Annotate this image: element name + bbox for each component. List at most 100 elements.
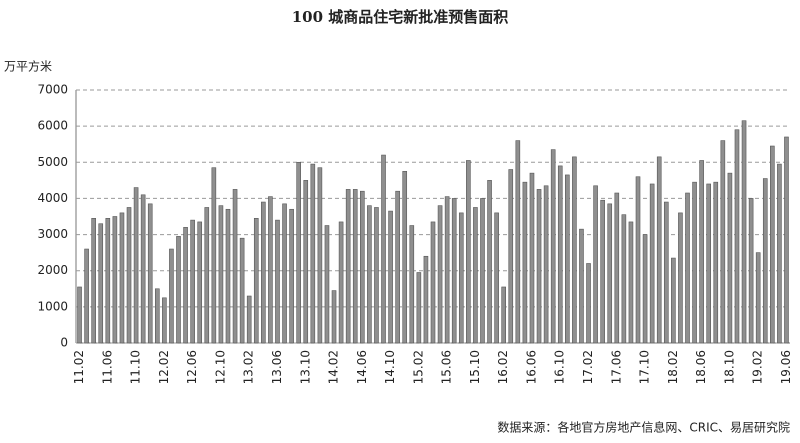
bar	[642, 234, 648, 344]
x-tick-label: 14.06	[355, 350, 369, 384]
bar	[755, 252, 761, 344]
bar	[741, 120, 747, 344]
bar	[628, 221, 634, 344]
x-tick-label: 12.02	[157, 350, 171, 384]
bar	[762, 178, 768, 344]
bar	[466, 160, 471, 344]
bar	[748, 198, 754, 344]
bar	[614, 192, 620, 344]
bar	[84, 248, 89, 344]
x-tick-label: 15.10	[468, 350, 482, 384]
bar	[727, 172, 733, 344]
bar	[197, 221, 203, 344]
chart-title: 100 城商品住宅新批准预售面积	[292, 8, 509, 26]
bar	[473, 207, 478, 344]
bar	[317, 167, 323, 344]
x-tick-label: 12.10	[213, 350, 227, 384]
bar	[536, 189, 542, 344]
x-tick-label: 11.10	[129, 350, 143, 384]
bar	[458, 212, 464, 344]
x-tick-label: 13.06	[270, 350, 284, 384]
x-tick-label: 13.02	[242, 350, 256, 384]
bar	[324, 225, 330, 344]
bar	[607, 203, 613, 344]
bar	[345, 189, 351, 344]
bar	[550, 149, 556, 344]
bar	[494, 212, 499, 344]
bar	[557, 165, 563, 344]
y-tick-label: 0	[60, 336, 68, 350]
bar	[430, 221, 436, 344]
bar	[713, 181, 719, 344]
bar	[720, 140, 726, 344]
y-tick-label: 7000	[37, 83, 68, 97]
x-tick-label: 18.10	[722, 350, 736, 384]
bar	[678, 212, 683, 344]
bar	[515, 140, 521, 344]
bar	[275, 219, 280, 344]
bar	[268, 196, 273, 344]
bar	[621, 214, 627, 344]
bar	[176, 236, 181, 344]
bar	[126, 207, 132, 344]
bar	[777, 163, 782, 344]
bar	[565, 174, 570, 344]
bar	[225, 208, 231, 344]
bar	[239, 237, 245, 344]
bar	[600, 199, 605, 344]
bar	[374, 207, 379, 344]
bar	[331, 290, 337, 344]
x-tick-label: 15.02	[411, 350, 425, 384]
bar	[734, 129, 740, 344]
bar	[140, 194, 146, 344]
bar	[296, 161, 301, 344]
bar	[246, 295, 252, 344]
x-tick-label: 17.02	[581, 350, 595, 384]
bar	[154, 288, 160, 344]
bar	[119, 212, 125, 344]
x-tick-label: 11.06	[100, 350, 114, 384]
x-tick-label: 16.02	[496, 350, 510, 384]
x-tick-label: 11.02	[72, 350, 86, 384]
y-tick-label: 5000	[37, 155, 68, 169]
x-tick-label: 15.06	[440, 350, 454, 384]
source-note: 数据来源：各地官方房地产信息网、CRIC、易居研究院	[497, 420, 790, 435]
bar	[692, 181, 697, 344]
bar	[310, 163, 316, 344]
x-tick-label: 14.02	[327, 350, 341, 384]
bar	[183, 227, 188, 344]
bar	[133, 187, 139, 344]
bar	[685, 192, 690, 344]
x-tick-label: 17.06	[609, 350, 623, 384]
bar	[289, 208, 294, 344]
bar	[105, 218, 111, 344]
bar	[395, 190, 400, 344]
bar	[663, 201, 669, 344]
bar	[218, 205, 224, 344]
bar	[232, 189, 238, 344]
bar	[91, 218, 96, 344]
bar	[211, 167, 217, 344]
bar	[282, 203, 287, 344]
bar	[784, 136, 789, 344]
bar	[593, 185, 598, 344]
bar	[480, 198, 485, 344]
bar	[671, 257, 676, 344]
x-tick-label: 16.06	[524, 350, 538, 384]
bar	[635, 176, 641, 344]
bar	[529, 172, 535, 344]
bar	[770, 145, 775, 344]
x-tick-label: 18.02	[666, 350, 680, 384]
y-tick-label: 1000	[37, 299, 68, 313]
bar	[98, 223, 104, 344]
bar	[169, 248, 174, 344]
bar	[543, 185, 549, 344]
bar	[360, 190, 365, 344]
bar	[649, 183, 655, 344]
x-tick-label: 14.10	[383, 350, 397, 384]
bar	[522, 181, 528, 344]
bar	[352, 189, 358, 344]
y-tick-label: 2000	[37, 263, 68, 277]
bar	[303, 180, 309, 344]
bar	[367, 205, 372, 344]
